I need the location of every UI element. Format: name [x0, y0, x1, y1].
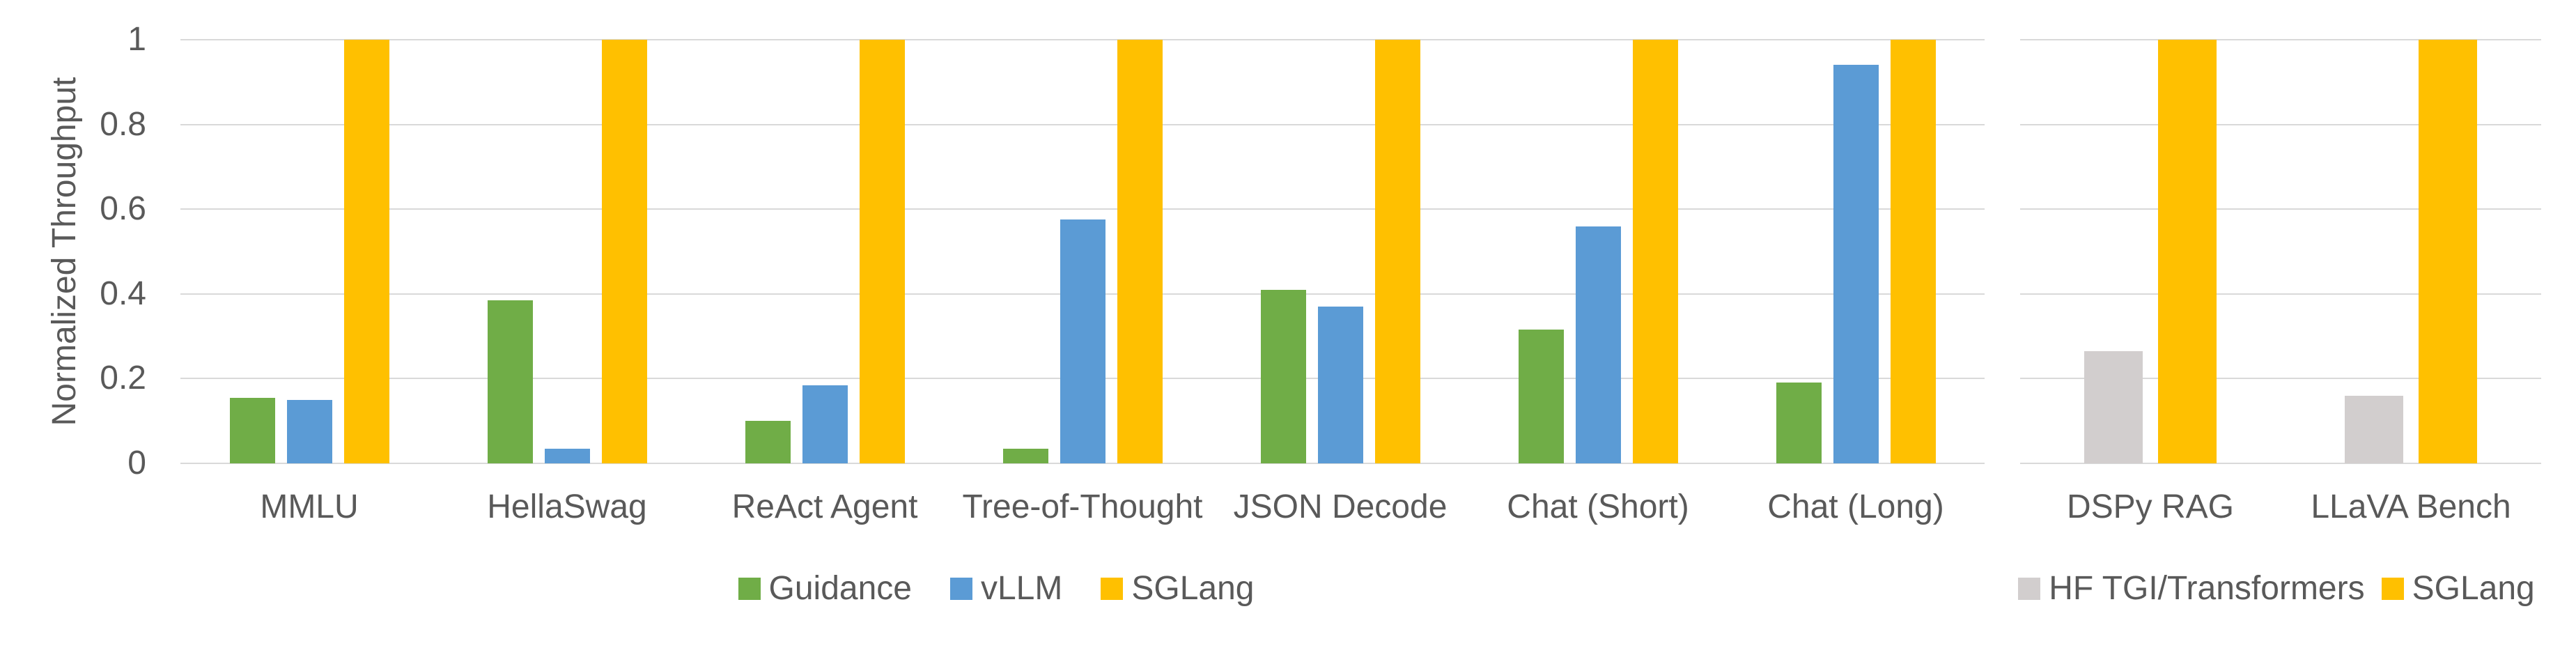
gridline-y-0: [180, 463, 1985, 464]
y-axis-tick-labels: 0 0.2 0.4 0.6 0.8 1: [0, 23, 146, 480]
bar-vllm-tree-of-thought: [1060, 219, 1105, 463]
bar-group-llava-bench: [2281, 40, 2541, 463]
legend-label-hf-tgi-transformers: HF TGI/Transformers: [2049, 570, 2365, 607]
category-label-tree-of-thought: Tree-of-Thought: [962, 488, 1203, 525]
bar-vllm-chat-short: [1575, 226, 1621, 463]
bar-guidance-chat-short: [1518, 330, 1564, 463]
legend-swatch-sglang: [2381, 578, 2404, 600]
bar-guidance-react-agent: [745, 421, 791, 463]
bar-sglang-dspy-rag: [2158, 40, 2217, 463]
bar-guidance-chat-long: [1776, 383, 1822, 463]
bar-group-react-agent: [696, 40, 954, 463]
bar-sglang-react-agent: [859, 40, 905, 463]
bar-sglang-mmlu: [343, 40, 389, 463]
bar-group-mmlu: [180, 40, 438, 463]
bar-group-dspy-rag: [2020, 40, 2281, 463]
right-plot-area: [2020, 39, 2541, 464]
bar-sglang-hellaswag: [601, 40, 647, 463]
bar-hf-tgi-transformers-llava-bench: [2345, 395, 2403, 463]
right-bar-groups: [2020, 40, 2541, 463]
left-category-labels: MMLU HellaSwag ReAct Agent Tree-of-Thought J…: [180, 488, 1985, 527]
bar-sglang-chat-long: [1890, 40, 1936, 463]
y-tick-label-0: 0: [127, 445, 146, 481]
bar-guidance-json-decode: [1260, 289, 1306, 463]
gridline-y-0.8: [2020, 123, 2541, 125]
legend-label-guidance: Guidance: [768, 570, 912, 607]
gridline-y-1: [180, 39, 1985, 40]
category-label-mmlu: MMLU: [260, 488, 359, 525]
bar-vllm-hellaswag: [544, 448, 590, 463]
bar-sglang-llava-bench: [2419, 40, 2477, 463]
category-label-react-agent: ReAct Agent: [731, 488, 918, 525]
bar-hf-tgi-transformers-dspy-rag: [2084, 350, 2143, 463]
bar-group-tree-of-thought: [954, 40, 1211, 463]
y-tick-label-0.2: 0.2: [100, 360, 146, 397]
category-label-dspy-rag: DSPy RAG: [2066, 488, 2235, 525]
legend-item-guidance: Guidance: [738, 572, 912, 605]
legend-item-vllm: vLLM: [949, 570, 1063, 607]
gridline-y-0.2: [2020, 378, 2541, 380]
legend-item-hf-tgi-transformers: HF TGI/Transformers: [2018, 570, 2365, 607]
bar-sglang-chat-short: [1632, 40, 1678, 463]
category-label-chat-short: Chat (Short): [1507, 488, 1689, 525]
legend-label-sglang: SGLang: [2412, 570, 2535, 607]
bar-group-json-decode: [1211, 40, 1469, 463]
y-tick-label-0.4: 0.4: [100, 275, 146, 312]
legend-label-sglang: SGLang: [1131, 570, 1255, 607]
category-label-chat-long: Chat (Long): [1767, 488, 1944, 525]
legend-label-vllm: vLLM: [980, 570, 1063, 607]
bar-group-chat-long: [1727, 40, 1985, 463]
bar-group-chat-short: [1469, 40, 1727, 463]
category-label-json-decode: JSON Decode: [1233, 488, 1448, 525]
bar-guidance-tree-of-thought: [1002, 448, 1048, 463]
bar-vllm-mmlu: [286, 399, 332, 463]
y-tick-label-0.6: 0.6: [100, 190, 146, 228]
legend-swatch-guidance: [738, 578, 761, 600]
right-category-labels: DSPy RAG LLaVA Bench: [2020, 488, 2541, 527]
bar-guidance-mmlu: [229, 397, 275, 463]
category-label-llava-bench: LLaVA Bench: [2311, 488, 2511, 525]
bar-sglang-tree-of-thought: [1117, 40, 1163, 463]
bar-sglang-json-decode: [1374, 40, 1420, 463]
y-tick-label-0.8: 0.8: [100, 105, 146, 143]
left-legend: Guidance vLLM SGLang: [0, 569, 1992, 608]
left-plot-area: [180, 39, 1985, 464]
left-bar-groups: [180, 40, 1985, 463]
y-tick-label-1: 1: [127, 21, 146, 58]
bar-vllm-chat-long: [1833, 65, 1879, 463]
legend-item-sglang: SGLang: [2381, 570, 2535, 607]
gridline-y-0.4: [2020, 293, 2541, 295]
legend-swatch-sglang: [1101, 578, 1124, 600]
bar-vllm-json-decode: [1317, 307, 1363, 463]
gridline-y-0.6: [2020, 208, 2541, 210]
bar-guidance-hellaswag: [487, 300, 533, 463]
right-legend: HF TGI/Transformers SGLang: [1977, 569, 2576, 608]
bar-vllm-react-agent: [802, 385, 848, 463]
gridline-y-0.8: [180, 123, 1985, 125]
gridline-y-0: [2020, 463, 2541, 464]
legend-item-sglang: SGLang: [1101, 570, 1255, 607]
legend-swatch-vllm: [949, 578, 972, 600]
bar-group-hellaswag: [438, 40, 696, 463]
category-label-hellaswag: HellaSwag: [487, 488, 647, 525]
gridline-y-0.6: [180, 208, 1985, 210]
gridline-y-1: [2020, 39, 2541, 40]
legend-swatch-hf-tgi-transformers: [2018, 578, 2041, 600]
